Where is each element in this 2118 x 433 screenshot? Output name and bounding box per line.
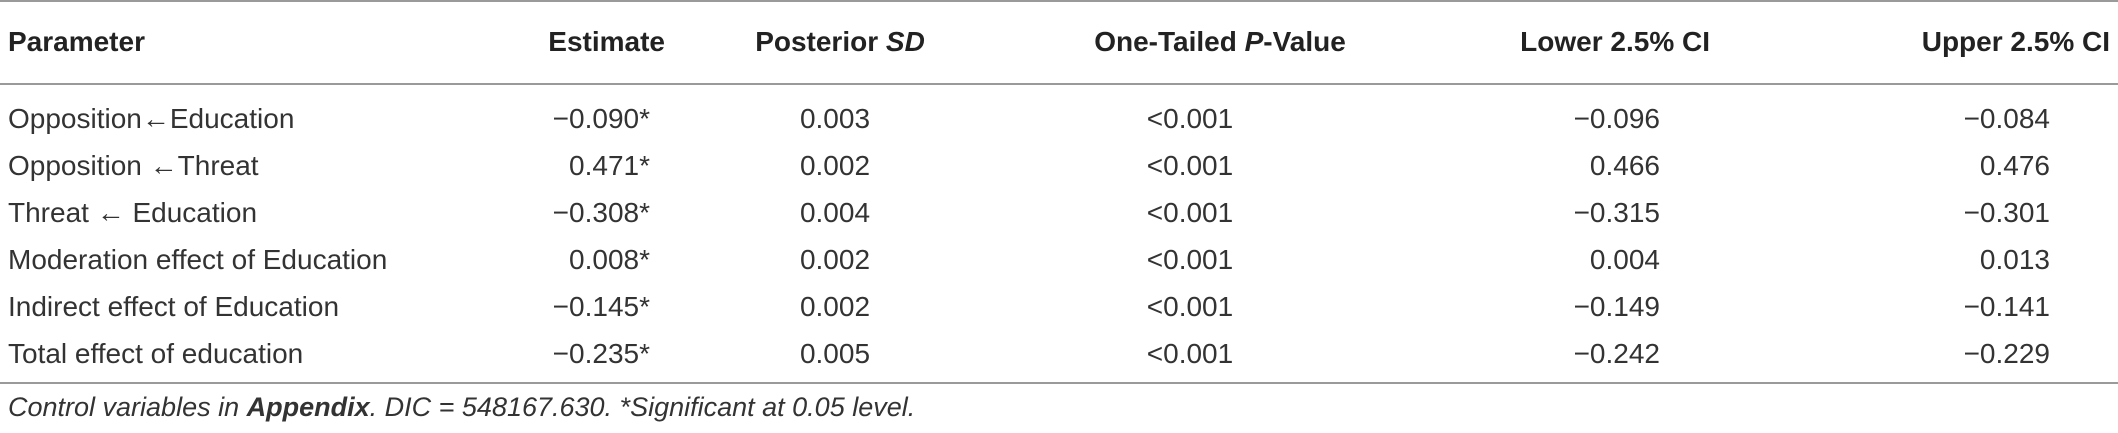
header-posterior-sd: Posterior SD xyxy=(670,0,1010,83)
table-footnote: Control variables in Appendix. DIC = 548… xyxy=(8,392,915,423)
top-rule xyxy=(0,0,2118,2)
cell-sd: 0.004 xyxy=(799,196,871,228)
spacer-cell xyxy=(0,83,2118,95)
cell-sd: 0.005 xyxy=(799,337,871,369)
cell-lower-ci: −0.315 xyxy=(1573,196,1660,228)
table-row: Opposition ←Threat 0.471* 0.002 <0.001 0… xyxy=(0,142,2118,189)
cell-estimate: −0.145* xyxy=(552,290,650,322)
table-row: Opposition←Education −0.090* 0.003 <0.00… xyxy=(0,95,2118,142)
cell-sd: 0.002 xyxy=(799,149,871,181)
cell-upper-ci: −0.301 xyxy=(1963,196,2050,228)
cell-lower-ci: 0.004 xyxy=(1589,243,1660,275)
cell-parameter: Indirect effect of Education xyxy=(8,290,340,322)
table-row: Moderation effect of Education 0.008* 0.… xyxy=(0,236,2118,283)
cell-sd: 0.002 xyxy=(799,290,871,322)
header-row: Parameter Estimate Posterior SD One-Tail… xyxy=(0,0,2118,83)
cell-lower-ci: −0.242 xyxy=(1573,337,1660,369)
cell-p-value: <0.001 xyxy=(1146,290,1234,322)
cell-parameter: Total effect of education xyxy=(8,337,304,369)
cell-lower-ci: −0.149 xyxy=(1573,290,1660,322)
cell-p-value: <0.001 xyxy=(1146,149,1234,181)
footnote-appendix: Appendix xyxy=(246,392,370,422)
footnote-part2: . DIC = 548167.630. *Significant at 0.05… xyxy=(369,392,916,422)
header-p-suffix: -Value xyxy=(1263,25,1346,57)
header-rule xyxy=(0,83,2118,85)
header-posterior-sd-italic: SD xyxy=(885,25,925,57)
table-row: Indirect effect of Education −0.145* 0.0… xyxy=(0,283,2118,330)
cell-upper-ci: 0.013 xyxy=(1979,243,2050,275)
cell-estimate: −0.308* xyxy=(552,196,650,228)
spacer-row xyxy=(0,83,2118,95)
cell-p-value: <0.001 xyxy=(1146,102,1234,134)
results-table: Parameter Estimate Posterior SD One-Tail… xyxy=(0,0,2118,377)
header-upper-ci: Upper 2.5% CI xyxy=(1921,25,2110,57)
cell-estimate: −0.235* xyxy=(552,337,650,369)
header-p-value: One-Tailed P-Value xyxy=(1010,0,1430,83)
cell-p-value: <0.001 xyxy=(1146,243,1234,275)
header-estimate: Estimate xyxy=(548,25,665,57)
cell-parameter: Moderation effect of Education xyxy=(8,243,388,275)
cell-sd: 0.003 xyxy=(799,102,871,134)
cell-lower-ci: −0.096 xyxy=(1573,102,1660,134)
cell-estimate: 0.471* xyxy=(569,149,650,181)
header-p-prefix: One-Tailed xyxy=(1094,25,1245,57)
cell-upper-ci: −0.084 xyxy=(1963,102,2050,134)
cell-parameter: Threat ← Education xyxy=(8,196,258,228)
header-parameter: Parameter xyxy=(8,25,145,57)
header-lower-ci: Lower 2.5% CI xyxy=(1520,25,1710,57)
table-row: Total effect of education −0.235* 0.005 … xyxy=(0,330,2118,377)
cell-lower-ci: 0.466 xyxy=(1589,149,1660,181)
bottom-rule xyxy=(0,382,2118,384)
cell-p-value: <0.001 xyxy=(1146,196,1234,228)
header-posterior-sd-text: Posterior xyxy=(755,25,886,57)
cell-sd: 0.002 xyxy=(799,243,871,275)
table-row: Threat ← Education −0.308* 0.004 <0.001 … xyxy=(0,189,2118,236)
cell-parameter: Opposition←Education xyxy=(8,102,295,134)
cell-estimate: 0.008* xyxy=(569,243,650,275)
cell-upper-ci: −0.141 xyxy=(1963,290,2050,322)
cell-parameter: Opposition ←Threat xyxy=(8,149,259,181)
cell-estimate: −0.090* xyxy=(552,102,650,134)
header-p-italic: P xyxy=(1244,25,1264,57)
cell-upper-ci: 0.476 xyxy=(1979,149,2050,181)
footnote-part1: Control variables in xyxy=(8,392,247,422)
cell-upper-ci: −0.229 xyxy=(1963,337,2050,369)
cell-p-value: <0.001 xyxy=(1146,337,1234,369)
